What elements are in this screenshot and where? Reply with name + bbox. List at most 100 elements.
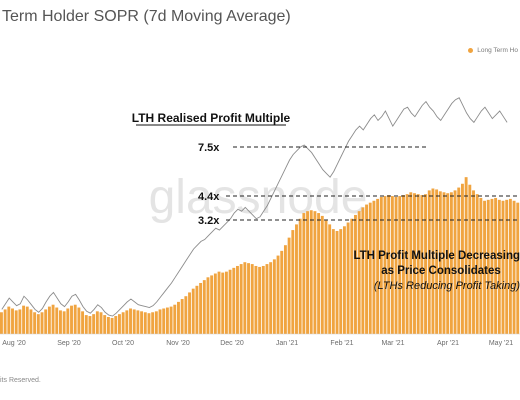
bar (497, 199, 501, 334)
bar (490, 198, 494, 334)
bar (73, 304, 77, 334)
bar (114, 316, 118, 334)
bar (143, 312, 147, 334)
bar (95, 311, 99, 334)
bar (224, 271, 228, 334)
bar (328, 224, 332, 334)
bar (486, 199, 490, 334)
bar (313, 211, 317, 334)
callout-line-2: as Price Consolidates (381, 265, 501, 277)
bar (298, 218, 302, 334)
legend-color-swatch (468, 48, 474, 53)
bar (247, 263, 250, 334)
bar (472, 190, 475, 334)
bar (210, 275, 214, 334)
bar (272, 259, 276, 334)
bar (103, 315, 107, 334)
legend-label: Long Term Ho (477, 47, 518, 54)
bar (59, 310, 62, 334)
bar (379, 197, 383, 334)
bar (118, 314, 121, 334)
bar (494, 197, 498, 334)
bar (287, 237, 291, 334)
bar (184, 296, 188, 334)
bar (420, 195, 424, 334)
bar (413, 193, 416, 334)
x-tick-label: Oct '20 (112, 340, 134, 347)
bar (383, 196, 387, 334)
bar (431, 188, 435, 334)
callout-line-1: LTH Profit Multiple Decreasing (353, 250, 520, 262)
bar (324, 220, 328, 334)
bar (468, 184, 472, 334)
x-tick-label: Apr '21 (437, 340, 459, 347)
bar (110, 317, 114, 334)
bar (169, 306, 173, 334)
bar (401, 195, 405, 334)
bar (92, 314, 96, 334)
bar (438, 191, 442, 334)
bar (191, 288, 195, 334)
bar (25, 306, 29, 334)
level-label: 3.2x (198, 215, 220, 227)
bar (106, 316, 110, 334)
annotation-heading: LTH Realised Profit Multiple (132, 111, 291, 125)
bar (435, 189, 439, 334)
bar (7, 306, 11, 334)
bar (22, 305, 26, 334)
bar (442, 192, 446, 334)
bar (243, 262, 247, 334)
bar (180, 299, 184, 334)
bar (44, 309, 48, 334)
bar (70, 305, 73, 334)
bar (416, 194, 420, 334)
bar (320, 215, 324, 334)
bar (394, 197, 398, 334)
bar (335, 231, 339, 334)
bar (309, 210, 313, 334)
bar (77, 307, 81, 334)
bar (306, 211, 309, 334)
bar (398, 196, 402, 334)
bar (427, 190, 431, 334)
bar (512, 200, 516, 334)
bar (368, 202, 372, 334)
bar (254, 265, 258, 334)
bar (217, 271, 221, 334)
bar (331, 229, 335, 334)
bar (236, 265, 239, 334)
bar (390, 196, 394, 334)
bar (88, 316, 92, 334)
bar (129, 308, 132, 334)
bar (199, 282, 203, 334)
bar (361, 207, 365, 334)
bar (457, 187, 461, 334)
bar (47, 306, 51, 334)
bar (158, 309, 162, 334)
bar (508, 198, 512, 334)
bar (283, 245, 287, 334)
bar (177, 301, 180, 334)
x-tick-label: Mar '21 (381, 340, 404, 347)
bar (66, 308, 70, 334)
bar (132, 309, 136, 334)
copyright-footer: its Reserved. (0, 377, 41, 384)
bar (357, 211, 361, 334)
bar (302, 213, 306, 334)
x-tick-label: Jan '21 (276, 340, 298, 347)
bar (409, 192, 413, 334)
bar (376, 198, 380, 334)
bar (280, 250, 284, 334)
callout-line-3: (LTHs Reducing Profit Taking) (374, 280, 520, 292)
bar (51, 304, 55, 334)
bar (40, 312, 44, 334)
bar (221, 272, 225, 334)
bar (195, 285, 199, 334)
bar (295, 224, 298, 334)
bar (213, 273, 217, 334)
bar (202, 280, 206, 334)
legend: Long Term Ho (468, 47, 518, 54)
bar (460, 183, 464, 334)
bar (136, 310, 140, 334)
